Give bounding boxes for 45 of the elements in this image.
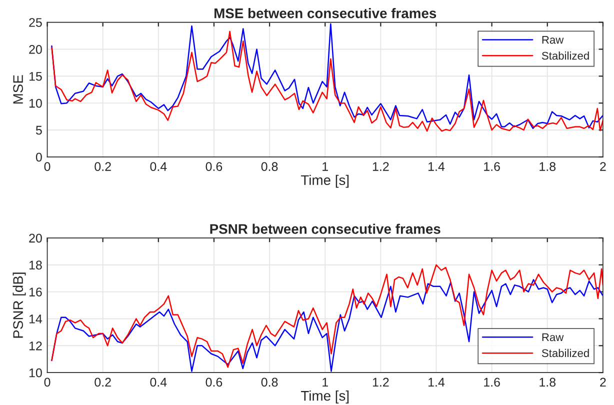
y-axis-title: MSE bbox=[13, 75, 23, 104]
legend-label: Raw bbox=[542, 36, 564, 44]
x-tick-label: 0.2 bbox=[94, 378, 111, 387]
x-tick-label: 1 bbox=[322, 378, 328, 387]
chart-title: PSNR between consecutive frames bbox=[210, 224, 440, 234]
y-tick-label: 20 bbox=[29, 45, 42, 54]
x-tick-label: 0.6 bbox=[206, 378, 222, 387]
legend-label: Stabilized bbox=[542, 348, 589, 358]
chart-title: MSE between consecutive frames bbox=[214, 8, 436, 18]
x-tick-label: 0 bbox=[44, 162, 50, 171]
x-tick-label: 0.2 bbox=[94, 162, 111, 171]
y-tick-label: 12 bbox=[29, 341, 42, 350]
y-tick-label: 10 bbox=[29, 368, 42, 378]
y-axis-title: PSNR [dB] bbox=[12, 272, 26, 338]
legend-label: Stabilized bbox=[542, 52, 589, 60]
x-tick-label: 0.6 bbox=[206, 162, 222, 171]
x-axis-title: Time [s] bbox=[300, 174, 349, 188]
y-tick-label: 18 bbox=[29, 260, 42, 270]
x-tick-label: 2 bbox=[600, 378, 606, 387]
x-tick-label: 0.8 bbox=[261, 162, 278, 171]
x-tick-label: 1.8 bbox=[540, 378, 556, 387]
line-series bbox=[51, 264, 603, 368]
y-tick-label: 20 bbox=[29, 234, 42, 243]
y-tick-label: 25 bbox=[29, 18, 42, 27]
y-tick-label: 5 bbox=[36, 126, 42, 135]
y-tick-label: 15 bbox=[29, 72, 42, 81]
x-tick-label: 0.8 bbox=[261, 378, 278, 387]
x-tick-label: 0.4 bbox=[150, 378, 167, 387]
legend-label: Raw bbox=[542, 333, 564, 342]
y-tick-label: 14 bbox=[29, 314, 42, 324]
x-axis-title: Time [s] bbox=[300, 390, 349, 404]
x-tick-label: 0 bbox=[44, 378, 50, 387]
x-tick-label: 2 bbox=[600, 162, 606, 171]
x-tick-label: 1.8 bbox=[540, 162, 556, 171]
y-tick-label: 0 bbox=[36, 152, 42, 162]
y-tick-label: 10 bbox=[29, 98, 42, 108]
x-tick-label: 1.6 bbox=[484, 162, 500, 171]
y-tick-label: 16 bbox=[29, 288, 42, 296]
x-tick-label: 1.4 bbox=[428, 162, 445, 171]
x-tick-label: 1.2 bbox=[372, 378, 389, 387]
x-tick-label: 0.4 bbox=[150, 162, 167, 171]
x-tick-label: 1 bbox=[322, 162, 328, 171]
x-tick-label: 1.6 bbox=[484, 378, 500, 387]
x-tick-label: 1.4 bbox=[428, 378, 445, 387]
x-tick-label: 1.2 bbox=[372, 162, 389, 171]
